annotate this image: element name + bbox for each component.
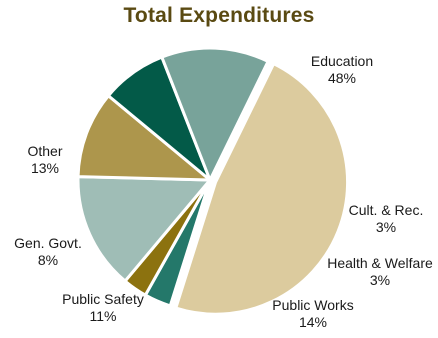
slice-name-text: Education bbox=[311, 53, 373, 69]
slice-label-public-safety: Public Safety 11% bbox=[62, 291, 144, 324]
pie-slice-education bbox=[174, 62, 350, 316]
slice-label-other: Other 13% bbox=[27, 143, 62, 176]
slice-percent-text: 3% bbox=[376, 219, 396, 235]
slice-percent-text: 48% bbox=[328, 70, 356, 86]
chart-title: Total Expenditures bbox=[123, 4, 315, 27]
slice-name-text: Public Works bbox=[272, 297, 353, 313]
pie-slice-public-works bbox=[76, 175, 212, 283]
slice-name-text: Public Safety bbox=[62, 291, 144, 307]
slice-label-education: Education 48% bbox=[311, 53, 373, 86]
slice-name-text: Gen. Govt. bbox=[14, 235, 82, 251]
slice-label-cult-rec: Cult. & Rec. 3% bbox=[349, 202, 424, 235]
slice-label-public-works: Public Works 14% bbox=[272, 297, 353, 330]
slice-label-health-welfare: Health & Welfare 3% bbox=[327, 255, 433, 288]
slice-label-gen-govt: Gen. Govt. 8% bbox=[14, 235, 82, 268]
slice-percent-text: 11% bbox=[90, 308, 117, 324]
pie-slice-other bbox=[160, 46, 270, 182]
pie-slice-public-safety bbox=[76, 94, 212, 182]
slice-percent-text: 14% bbox=[299, 314, 327, 330]
slice-name-text: Cult. & Rec. bbox=[349, 202, 424, 218]
slice-name-text: Health & Welfare bbox=[327, 255, 433, 271]
slice-name-text: Other bbox=[27, 143, 62, 159]
slice-percent-text: 13% bbox=[31, 160, 59, 176]
slice-percent-text: 8% bbox=[38, 252, 58, 268]
slice-percent-text: 3% bbox=[370, 272, 390, 288]
